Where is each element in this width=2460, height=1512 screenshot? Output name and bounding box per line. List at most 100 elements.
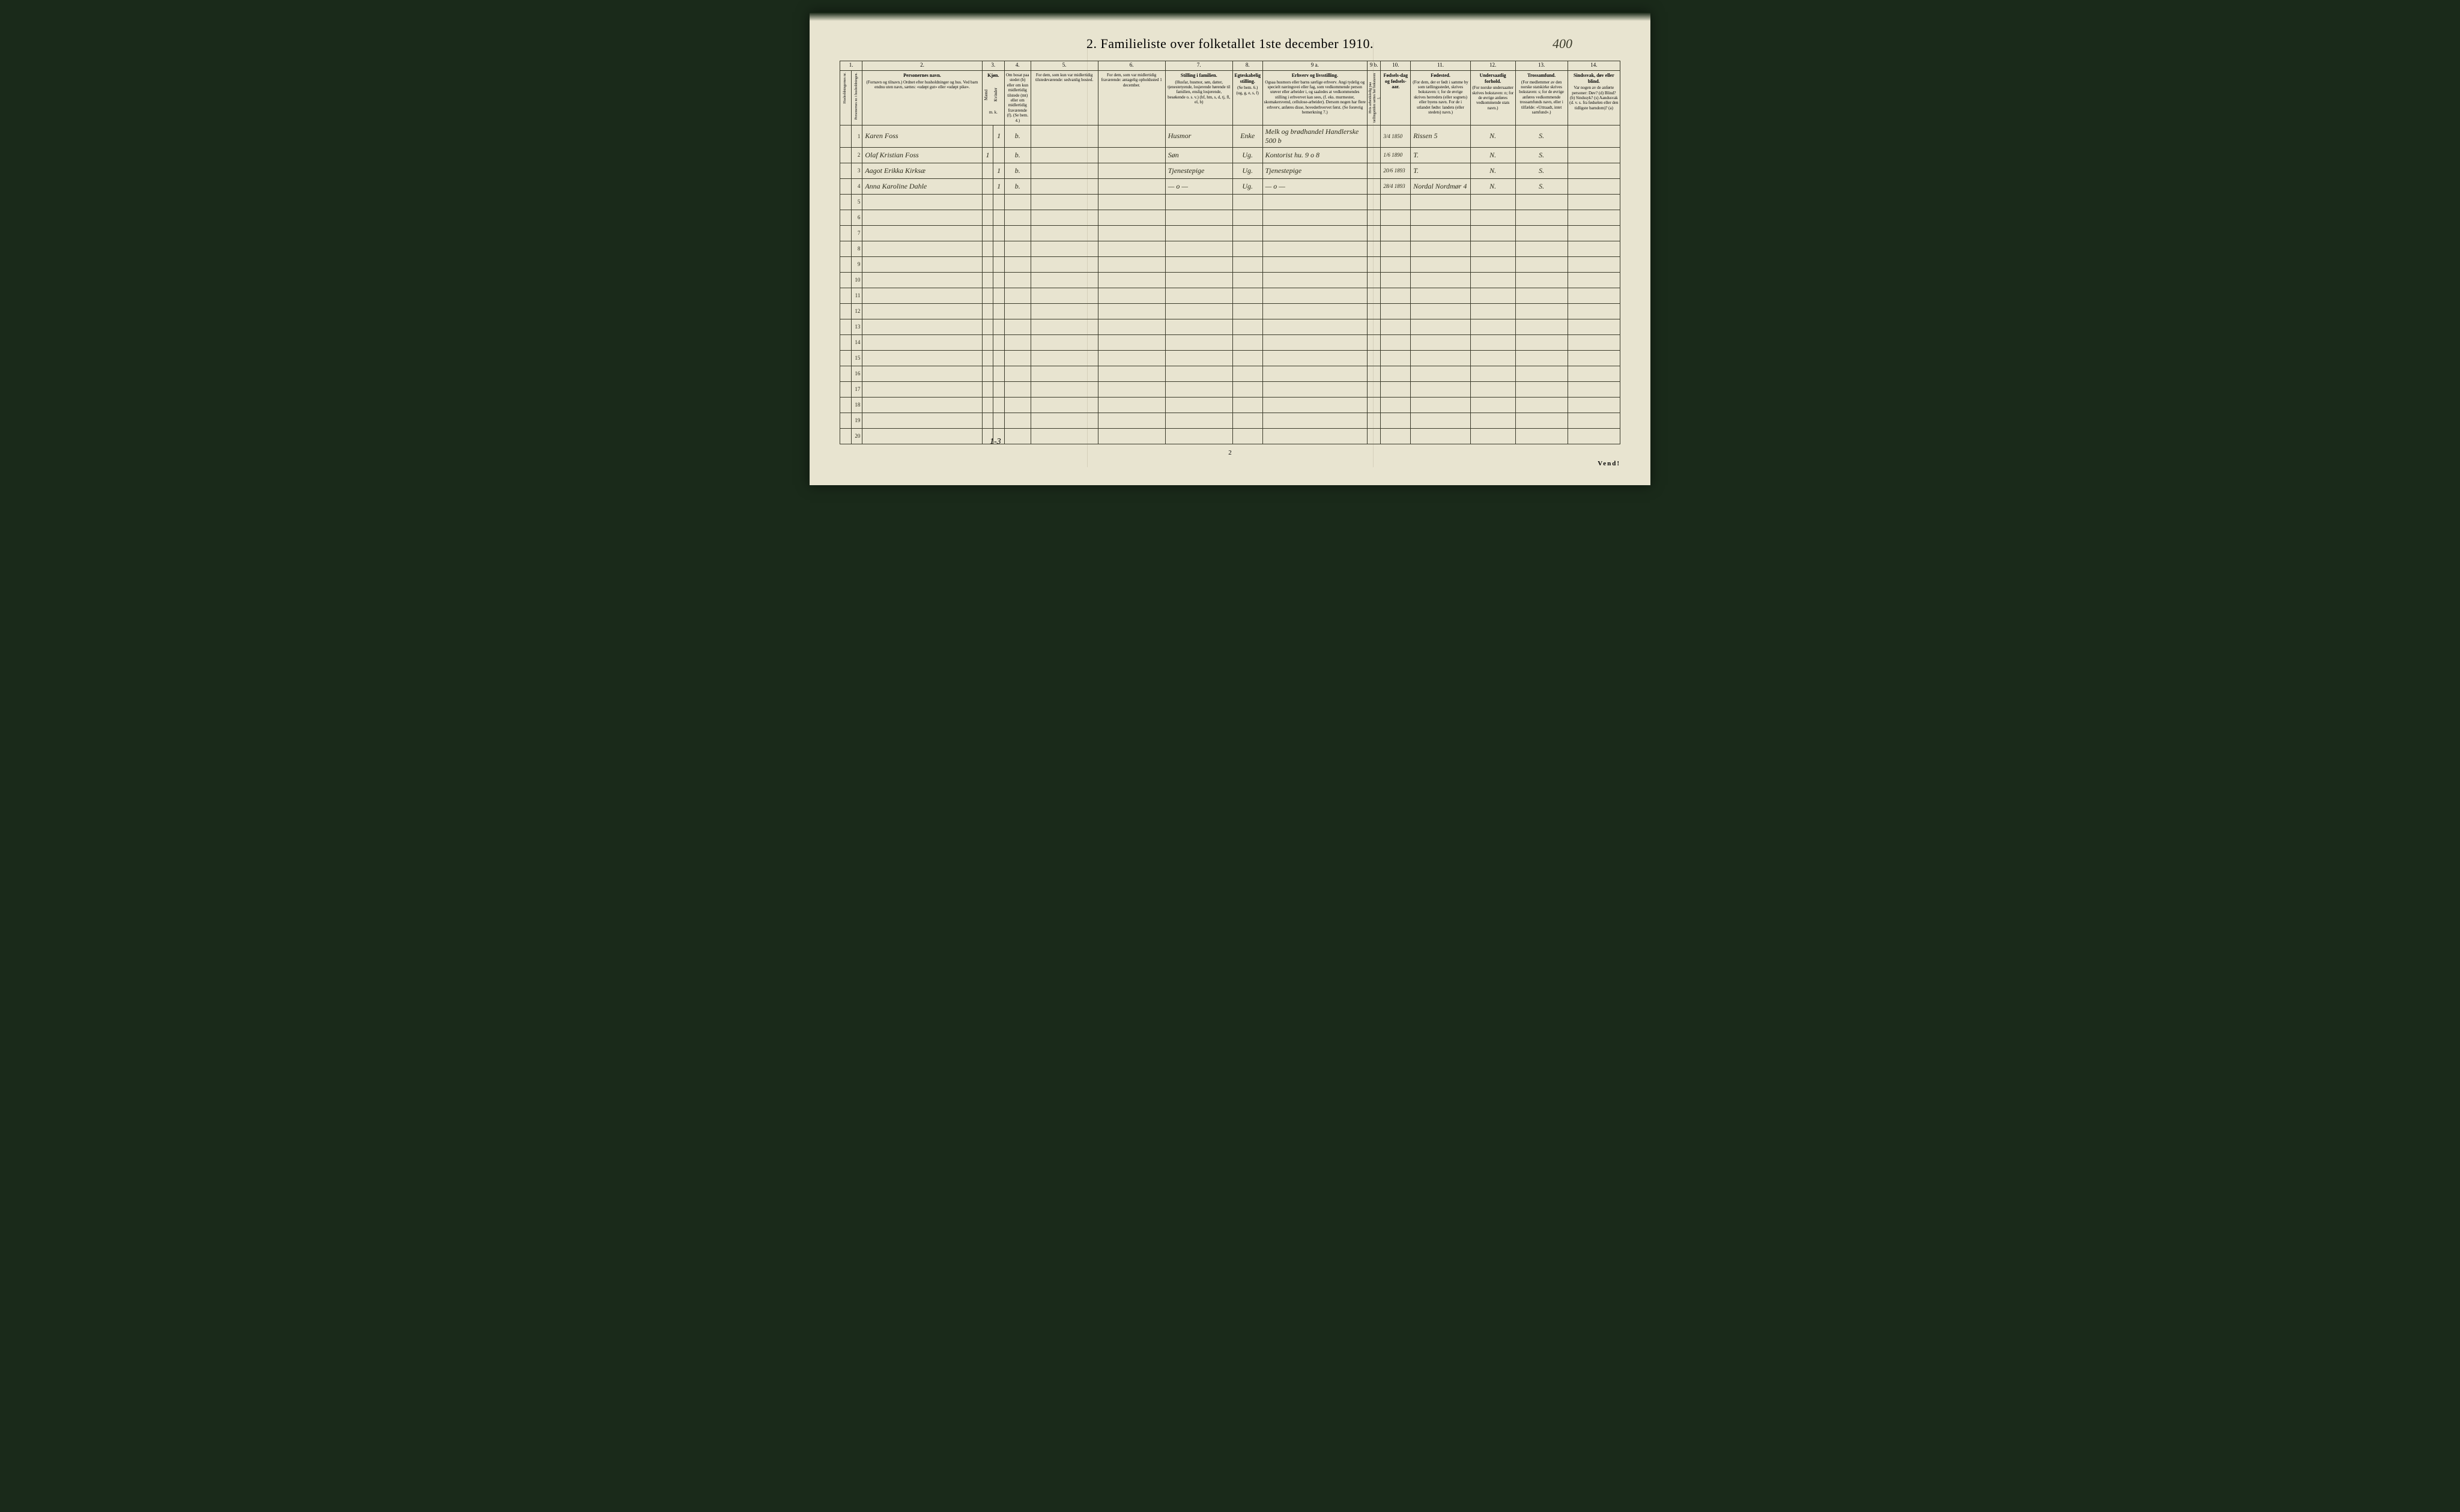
empty-cell (993, 210, 1005, 225)
cell-marital: Ug. (1232, 163, 1262, 178)
empty-cell (1098, 366, 1165, 381)
household-num (840, 303, 852, 319)
empty-cell (1367, 413, 1380, 428)
empty-cell (1098, 334, 1165, 350)
person-num: 3 (851, 163, 862, 178)
person-num: 18 (851, 397, 862, 413)
cell-temp-present (1031, 178, 1098, 194)
empty-cell (993, 256, 1005, 272)
cell-birthdate: 3/4 1850 (1381, 125, 1411, 147)
header-temp-absent: For dem, som var midlertidig fraværende:… (1098, 71, 1165, 125)
cell-occupation: Tjenestepige (1262, 163, 1367, 178)
header-label: Personernes navn. (864, 73, 980, 79)
empty-cell (1367, 397, 1380, 413)
person-num: 1 (851, 125, 862, 147)
empty-cell (1262, 272, 1367, 288)
empty-cell (982, 303, 993, 319)
cell-temp-present (1031, 125, 1098, 147)
empty-cell (993, 288, 1005, 303)
table-row-empty: 5 (840, 194, 1620, 210)
cell-temp-absent (1098, 125, 1165, 147)
table-row-empty: 6 (840, 210, 1620, 225)
census-table: 1. 2. 3. 4. 5. 6. 7. 8. 9 a. 9 b. 10. 11… (840, 61, 1620, 444)
cell-temp-absent (1098, 163, 1165, 178)
table-row-empty: 9 (840, 256, 1620, 272)
empty-cell (862, 256, 982, 272)
header-text: Mænd (984, 80, 993, 110)
empty-cell (1031, 350, 1098, 366)
empty-cell (862, 428, 982, 444)
person-num: 12 (851, 303, 862, 319)
person-num: 9 (851, 256, 862, 272)
empty-cell (982, 413, 993, 428)
empty-cell (1568, 288, 1620, 303)
empty-cell (1031, 256, 1098, 272)
table-row: 1Karen Foss1b.HusmorEnkeMelk og brødhand… (840, 125, 1620, 147)
empty-cell (862, 272, 982, 288)
cell-temp-present (1031, 147, 1098, 163)
cell-nationality: N. (1470, 163, 1515, 178)
household-num (840, 210, 852, 225)
empty-cell (1262, 319, 1367, 334)
cell-residence: b. (1004, 178, 1031, 194)
empty-cell (862, 413, 982, 428)
empty-cell (1568, 210, 1620, 225)
empty-cell (1515, 350, 1568, 366)
vend-label: Vend! (1598, 460, 1620, 467)
cell-marital: Enke (1232, 125, 1262, 147)
table-row-empty: 12 (840, 303, 1620, 319)
empty-cell (993, 366, 1005, 381)
empty-cell (1262, 428, 1367, 444)
empty-cell (862, 225, 982, 241)
empty-cell (1232, 428, 1262, 444)
empty-cell (1411, 256, 1471, 272)
empty-cell (1367, 194, 1380, 210)
empty-cell (1232, 381, 1262, 397)
empty-cell (1232, 366, 1262, 381)
empty-cell (1098, 210, 1165, 225)
cell-family-pos: Søn (1165, 147, 1232, 163)
empty-cell (1515, 194, 1568, 210)
empty-cell (862, 210, 982, 225)
empty-cell (982, 225, 993, 241)
person-num: 6 (851, 210, 862, 225)
table-row-empty: 10 (840, 272, 1620, 288)
empty-cell (1515, 381, 1568, 397)
cell-female (993, 147, 1005, 163)
empty-cell (1470, 428, 1515, 444)
col-num: 3. (982, 61, 1004, 71)
empty-cell (1262, 303, 1367, 319)
household-num (840, 147, 852, 163)
empty-cell (1367, 256, 1380, 272)
empty-cell (1165, 334, 1232, 350)
empty-cell (993, 397, 1005, 413)
empty-cell (982, 319, 993, 334)
empty-cell (1470, 397, 1515, 413)
cell-religion: S. (1515, 147, 1568, 163)
empty-cell (1367, 319, 1380, 334)
empty-cell (1568, 381, 1620, 397)
empty-cell (1031, 397, 1098, 413)
cell-religion: S. (1515, 178, 1568, 194)
empty-cell (1165, 428, 1232, 444)
empty-cell (1568, 319, 1620, 334)
empty-cell (1367, 225, 1380, 241)
household-num (840, 241, 852, 256)
empty-cell (1367, 210, 1380, 225)
cell-unemployed (1367, 163, 1380, 178)
empty-cell (1098, 350, 1165, 366)
page-title: 2. Familieliste over folketallet 1ste de… (1086, 36, 1374, 51)
col-num: 1. (840, 61, 862, 71)
col-num: 5. (1031, 61, 1098, 71)
empty-cell (1262, 413, 1367, 428)
empty-cell (1568, 225, 1620, 241)
empty-cell (993, 225, 1005, 241)
empty-cell (1381, 256, 1411, 272)
empty-cell (1098, 428, 1165, 444)
empty-cell (1232, 303, 1262, 319)
empty-cell (1004, 319, 1031, 334)
empty-cell (1470, 194, 1515, 210)
empty-cell (1568, 334, 1620, 350)
col-num: 12. (1470, 61, 1515, 71)
empty-cell (1381, 334, 1411, 350)
